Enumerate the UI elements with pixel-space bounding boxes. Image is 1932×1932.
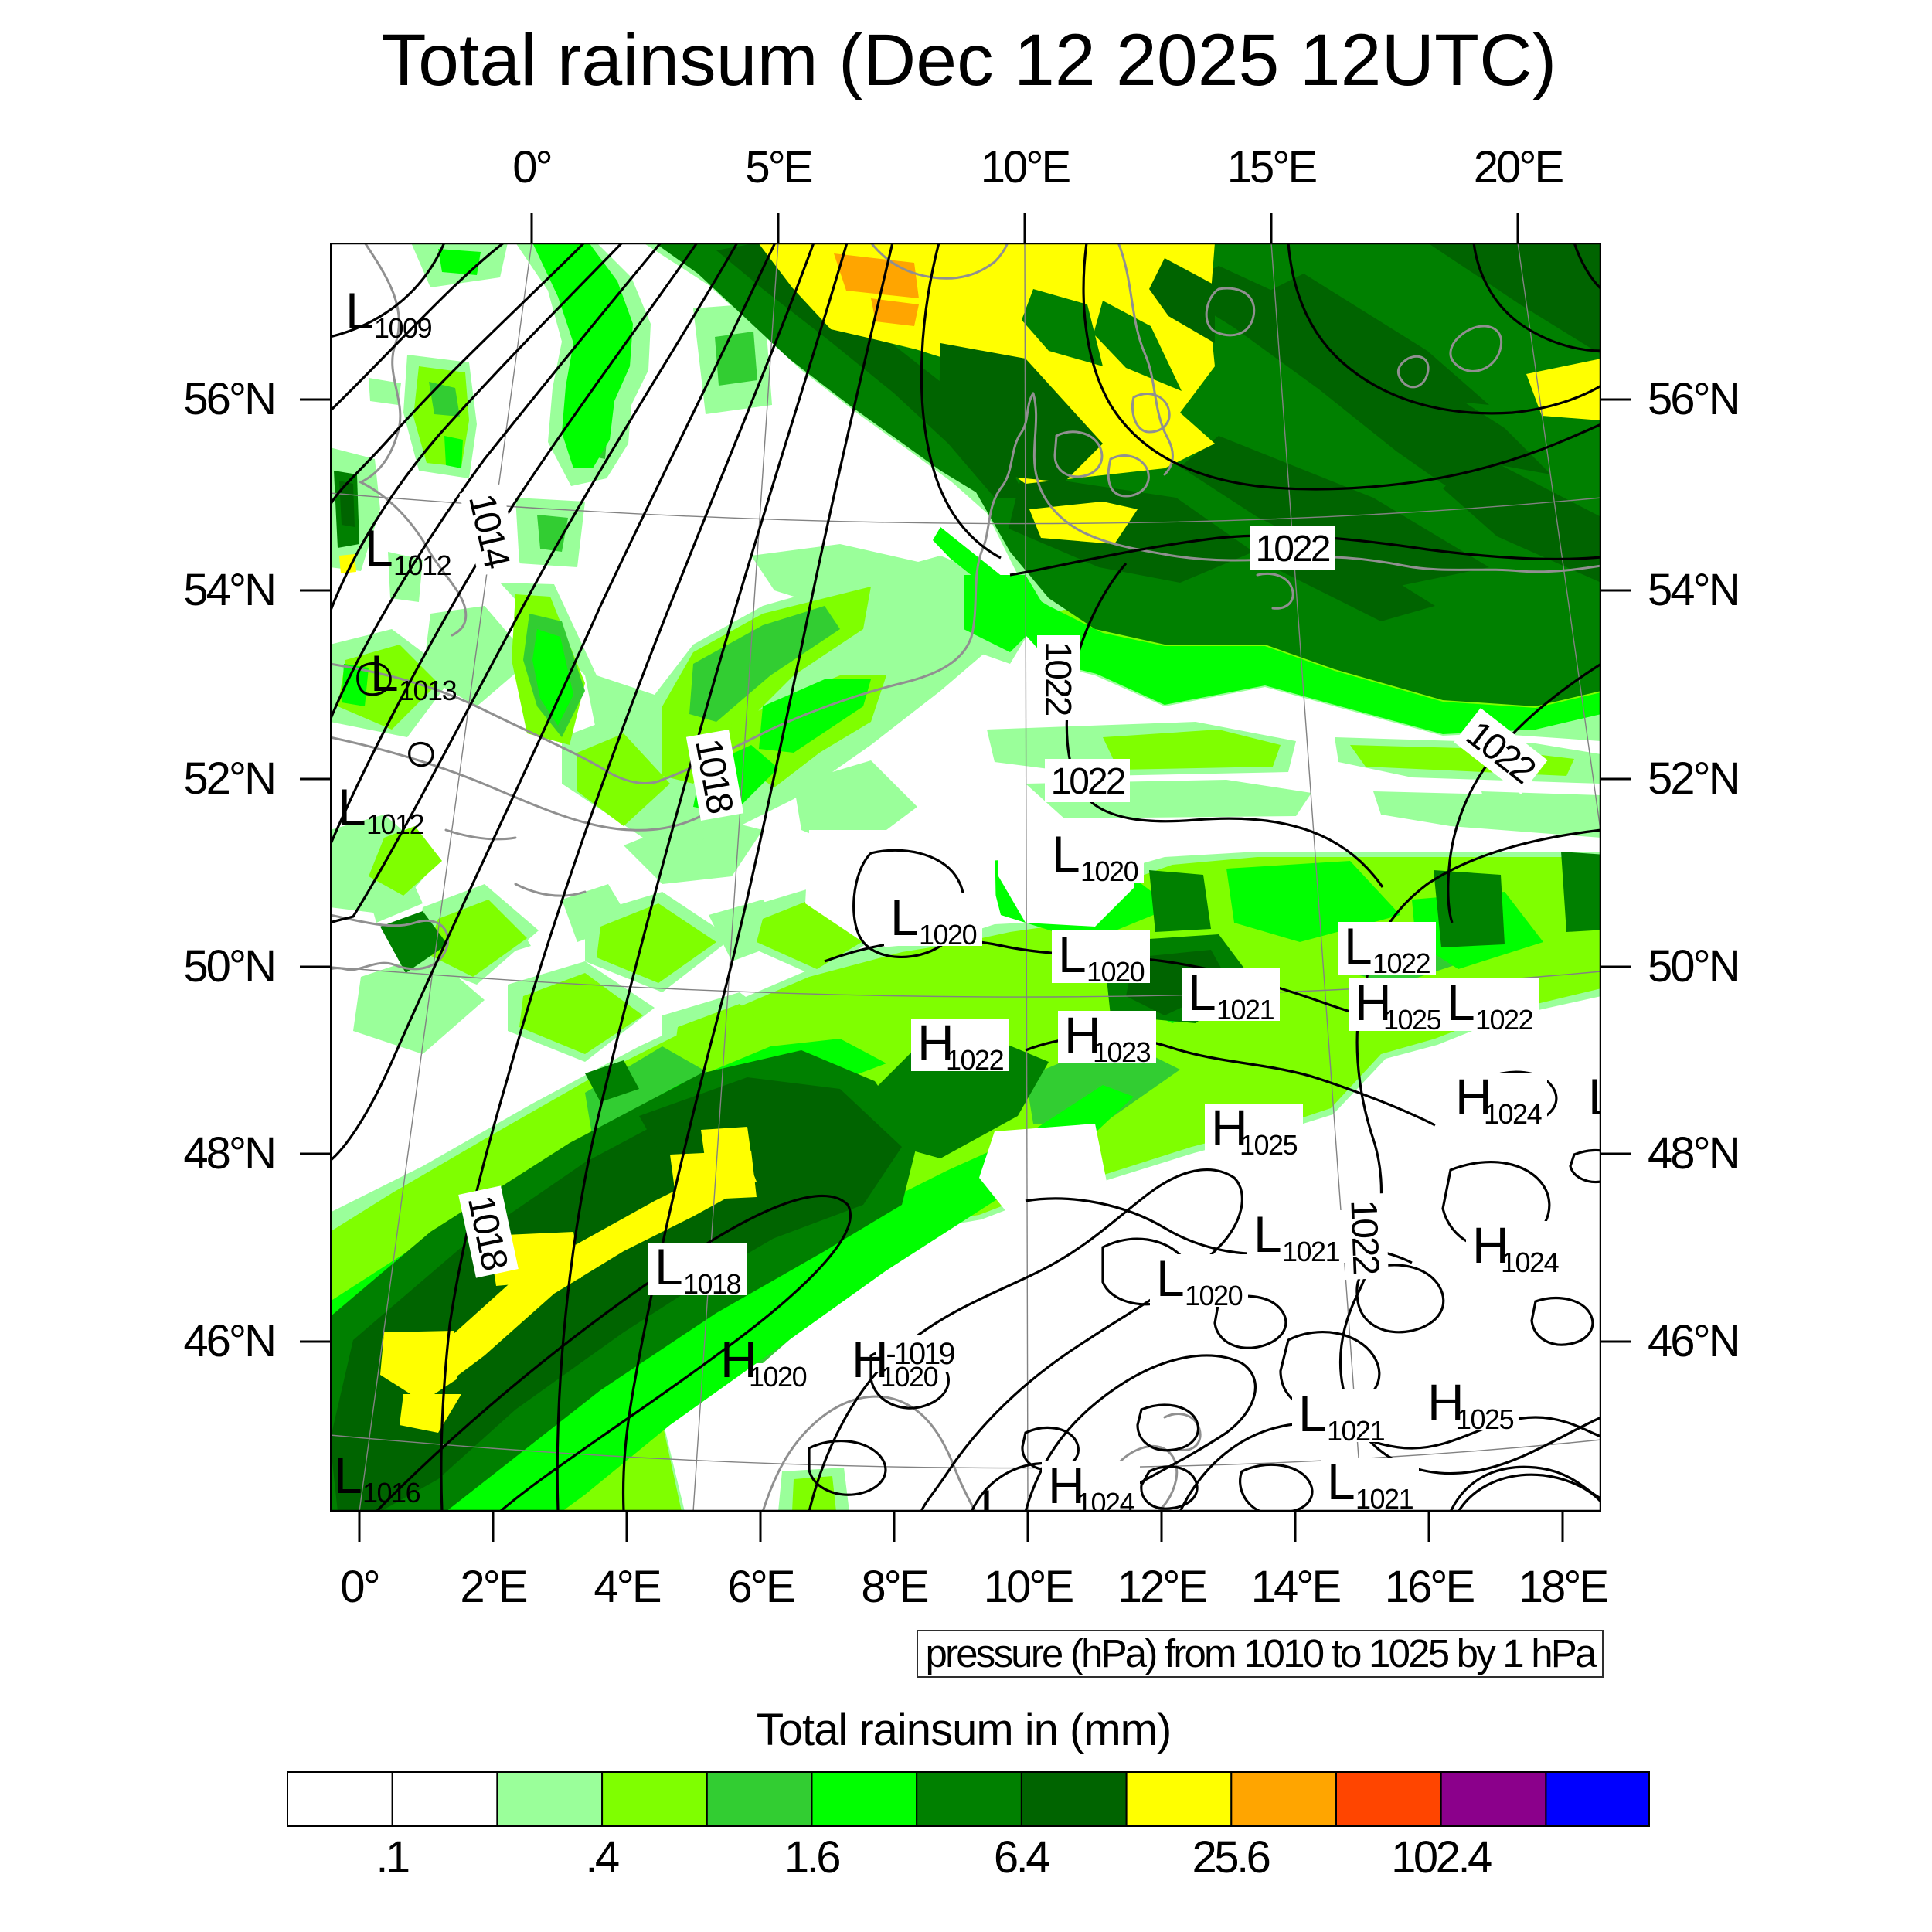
svg-text:1020: 1020 [880, 1361, 938, 1393]
svg-text:H: H [1211, 1099, 1248, 1156]
svg-text:H: H [1472, 1216, 1509, 1274]
svg-text:H: H [852, 1331, 889, 1388]
svg-text:1022: 1022 [946, 1044, 1004, 1076]
svg-text:1023: 1023 [1093, 1036, 1151, 1068]
svg-text:1020: 1020 [1185, 1280, 1243, 1311]
svg-text:H: H [917, 1014, 954, 1071]
svg-text:L: L [1327, 1453, 1355, 1510]
svg-text:1009: 1009 [374, 312, 432, 344]
svg-text:1022: 1022 [1256, 529, 1330, 570]
svg-text:1020: 1020 [1087, 956, 1145, 988]
svg-text:L: L [1344, 917, 1372, 975]
svg-text:-1019: -1019 [886, 1337, 954, 1371]
svg-text:H: H [720, 1331, 757, 1388]
svg-text:L: L [1156, 1250, 1185, 1307]
svg-text:1021: 1021 [1355, 1483, 1413, 1512]
svg-text:1016: 1016 [362, 1477, 420, 1509]
svg-text:1018: 1018 [683, 1268, 741, 1300]
svg-text:1022: 1022 [1475, 1004, 1533, 1036]
svg-text:1022: 1022 [1037, 641, 1078, 716]
svg-text:1020: 1020 [919, 919, 977, 951]
svg-text:1025: 1025 [1240, 1129, 1298, 1161]
svg-text:1024: 1024 [1501, 1247, 1559, 1278]
svg-text:1021: 1021 [1216, 994, 1274, 1026]
svg-text:1022: 1022 [1372, 947, 1430, 979]
svg-text:1021: 1021 [1327, 1415, 1385, 1447]
svg-text:1012: 1012 [393, 549, 451, 581]
svg-text:L: L [890, 889, 919, 946]
svg-text:L: L [1188, 964, 1216, 1021]
svg-text:1025: 1025 [1383, 1004, 1441, 1036]
svg-text:1024: 1024 [1484, 1098, 1542, 1130]
svg-text:H: H [1427, 1373, 1464, 1430]
svg-text:H: H [1048, 1457, 1085, 1512]
svg-text:1013: 1013 [399, 675, 457, 706]
svg-text:L: L [1588, 1068, 1601, 1125]
svg-text:L: L [655, 1238, 683, 1295]
svg-text:L: L [1298, 1385, 1327, 1442]
svg-text:L: L [365, 519, 393, 577]
svg-text:1025: 1025 [1456, 1403, 1514, 1435]
svg-text:1012: 1012 [366, 808, 424, 840]
svg-text:L: L [334, 1447, 362, 1504]
svg-text:L: L [1253, 1206, 1282, 1263]
svg-text:H: H [1064, 1006, 1101, 1063]
svg-text:1021: 1021 [1282, 1236, 1340, 1267]
svg-text:H: H [1355, 974, 1392, 1031]
svg-text:1024: 1024 [1077, 1487, 1134, 1512]
svg-text:L: L [370, 645, 399, 702]
svg-text:L: L [980, 1479, 1009, 1512]
svg-text:1022: 1022 [1051, 761, 1125, 802]
svg-text:L: L [1052, 825, 1080, 883]
svg-text:L: L [1058, 926, 1087, 983]
svg-text:H: H [1455, 1068, 1492, 1125]
svg-text:1020: 1020 [1080, 855, 1138, 887]
svg-text:L: L [338, 778, 366, 835]
svg-text:L: L [345, 282, 374, 339]
svg-text:1020: 1020 [749, 1361, 807, 1393]
svg-text:1022: 1022 [1342, 1199, 1386, 1275]
svg-text:L: L [1447, 974, 1475, 1031]
